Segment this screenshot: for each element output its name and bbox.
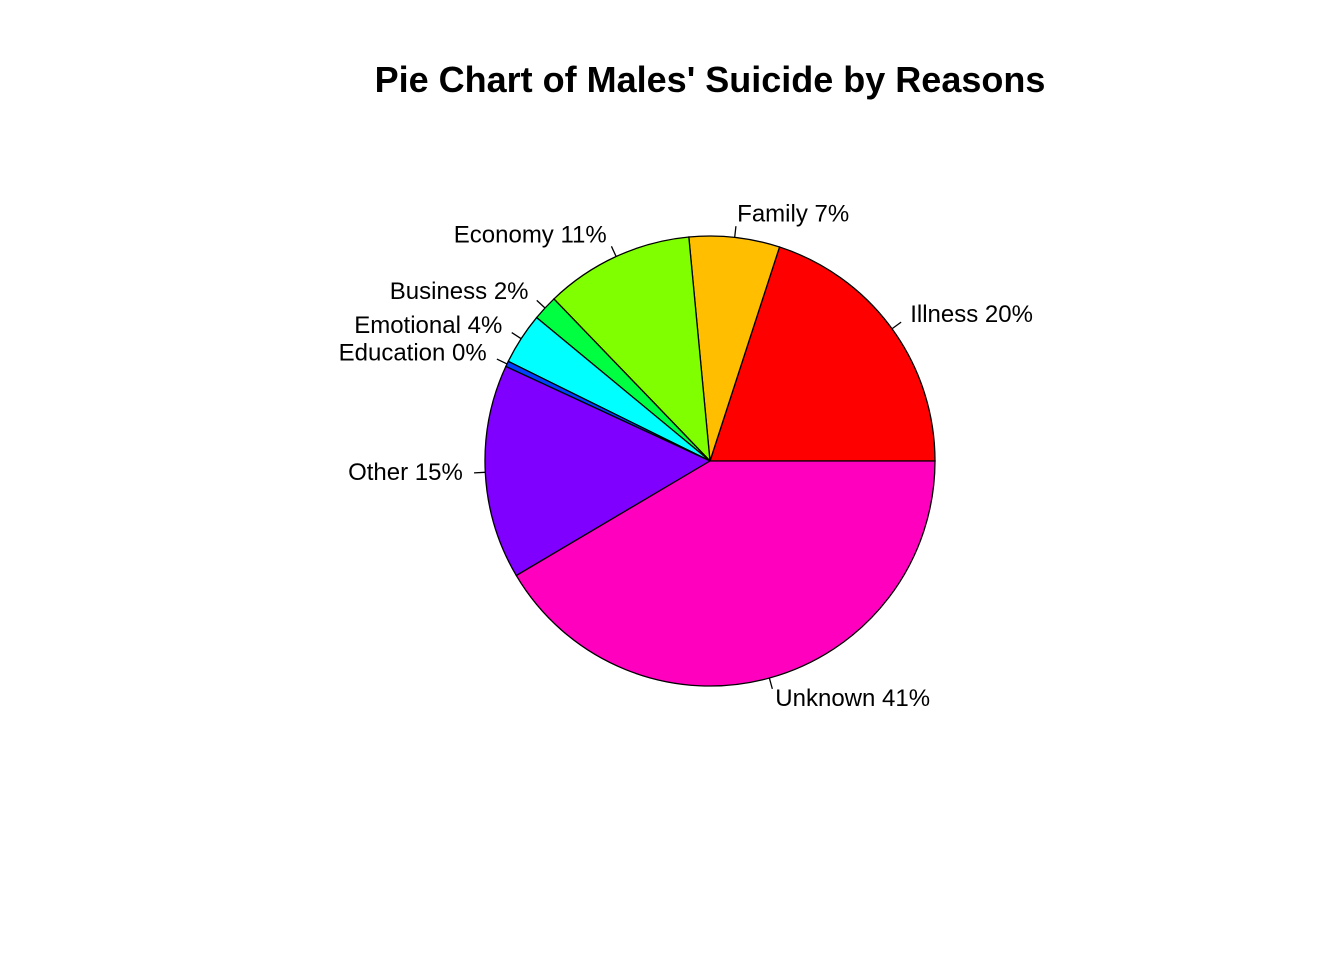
pie-slice-economy [553,236,711,463]
label-ticks [474,226,902,690]
chart-title: Pie Chart of Males' Suicide by Reasons [375,59,1046,100]
slice-label-unknown: Unknown 41% [775,685,930,712]
label-tick-emotional [511,331,522,340]
slice-label-other: Other 15% [348,459,463,486]
pie-slices [484,235,936,687]
slice-label-illness: Illness 20% [910,301,1033,328]
label-tick-family [734,226,737,238]
pie-slice-illness [709,246,936,462]
slice-label-emotional: Emotional 4% [354,312,502,339]
label-tick-other [474,471,486,474]
pie-slice-other [484,365,712,577]
label-tick-illness [891,321,902,330]
label-tick-unknown [768,677,773,690]
pie-slice-unknown [515,460,936,687]
label-tick-education [496,358,508,365]
slice-label-economy: Economy 11% [454,221,607,248]
slice-label-business: Business 2% [390,278,529,305]
slice-label-family: Family 7% [737,200,849,227]
slice-labels: Illness 20% Family 7% Economy 11% Business … [339,200,1033,712]
slice-label-education: Education 0% [339,340,487,367]
label-tick-economy [610,246,617,257]
label-tick-business [536,299,546,309]
